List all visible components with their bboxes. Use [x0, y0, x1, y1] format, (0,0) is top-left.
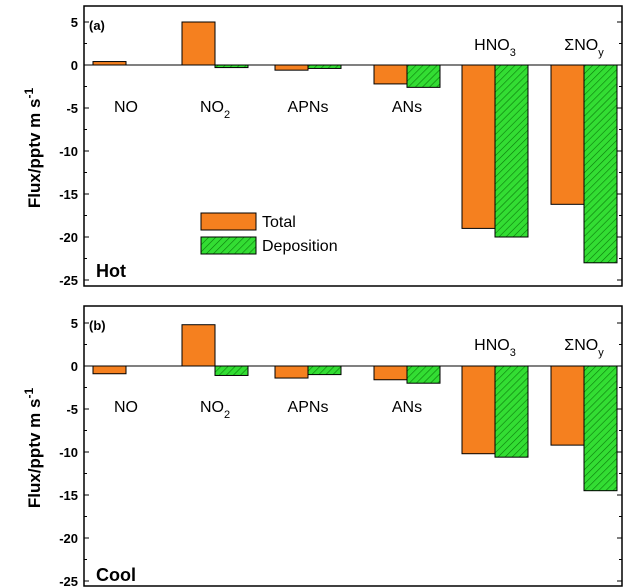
panel-b-bar-deposition-apns [307, 365, 342, 376]
category-label-ans: ANs [392, 399, 422, 416]
panel-b-bar-total-no2 [181, 324, 216, 367]
panel-a-bar-total-hno3 [461, 64, 496, 229]
panel-b-y-tick-label: -5 [66, 402, 78, 417]
legend: Total Deposition [200, 212, 338, 255]
panel-b-plot-frame [83, 305, 623, 587]
panel-a-ticks: 5 0 -5 -10 -15 -20 -25 [59, 15, 622, 288]
panel-a-bar-total-no2 [181, 21, 216, 66]
category-label-no2: NO2 [200, 399, 230, 421]
category-label-ans: ANs [392, 99, 422, 116]
panel-b-y-axis-label: Flux/pptv m s-1 [22, 388, 44, 509]
panel-a-bar-deposition-sum-noy [583, 64, 618, 264]
legend-label-deposition: Deposition [262, 238, 338, 255]
panel-b-bar-total-apns [274, 365, 309, 379]
panel-a-bar-total-sum-noy [550, 64, 585, 205]
legend-swatch-total [200, 212, 257, 231]
panel-a-plot-frame [83, 5, 623, 287]
panel-b-y-tick-label: -25 [59, 574, 78, 587]
category-label-apns: APNs [288, 399, 329, 416]
panel-b-ticks: 5 0 -5 -10 -15 -20 -25 [59, 316, 622, 587]
panel-a-y-tick-label: 0 [71, 58, 78, 73]
category-label-sum-noy: ΣNOy [564, 37, 604, 59]
panel-a-y-tick-label: -10 [59, 144, 78, 159]
panel-a-bar-deposition-ans [406, 64, 441, 88]
panel-a-bar-total-ans [373, 64, 408, 85]
panel-b-bar-total-sum-noy [550, 365, 585, 446]
panel-b-label: (b) [89, 318, 106, 333]
panel-b-bar-total-ans [373, 365, 408, 381]
category-label-apns: APNs [288, 99, 329, 116]
category-label-no: NO [114, 99, 138, 116]
panel-b-category-labels: NO NO2 APNs ANs HNO3 ΣNOy [114, 337, 604, 421]
panel-a-bars [92, 21, 618, 264]
panel-b-bar-deposition-no2 [214, 365, 249, 376]
panel-a-label: (a) [89, 18, 105, 33]
panel-a-y-tick-label: 5 [71, 15, 78, 30]
panel-b-condition-label: Cool [96, 565, 136, 585]
panel-b-bar-deposition-hno3 [494, 365, 529, 458]
panel-b-y-tick-label: -10 [59, 445, 78, 460]
panel-a-y-tick-label: -5 [66, 101, 78, 116]
panel-b-y-tick-label: -20 [59, 531, 78, 546]
panel-b-bar-total-no [92, 365, 127, 375]
panel-b-bar-deposition-sum-noy [583, 365, 618, 492]
panel-a-bar-total-apns [274, 64, 309, 71]
panel-b-bar-total-hno3 [461, 365, 496, 455]
legend-swatch-deposition [200, 236, 257, 255]
panel-a-bar-deposition-hno3 [494, 64, 529, 238]
category-label-no2: NO2 [200, 99, 230, 121]
panel-b-bars [92, 324, 618, 492]
panel-a-bar-deposition-apns [307, 64, 342, 69]
panel-b-y-tick-label: 5 [71, 316, 78, 331]
panel-a-y-axis-label: Flux/pptv m s-1 [22, 88, 44, 209]
panel-a-y-tick-label: -25 [59, 273, 78, 288]
category-label-sum-noy: ΣNOy [564, 337, 604, 359]
category-label-no: NO [114, 399, 138, 416]
panel-a-condition-label: Hot [96, 261, 126, 281]
category-label-hno3: HNO3 [474, 337, 516, 359]
panel-a-y-tick-label: -20 [59, 230, 78, 245]
panel-a-bar-total-no [92, 61, 127, 66]
panel-b-chart: 5 0 -5 -10 -15 -20 -25 NO NO2 APNs ANs HNO3 ΣN… [22, 305, 623, 587]
panel-b-y-tick-label: 0 [71, 359, 78, 374]
legend-label-total: Total [262, 214, 296, 231]
panel-a-y-tick-label: -15 [59, 187, 78, 202]
panel-b-bar-deposition-ans [406, 365, 441, 384]
panel-a-chart: 5 0 -5 -10 -15 -20 -25 NO NO2 APNs ANs HNO3 ΣN… [22, 5, 623, 288]
category-label-hno3: HNO3 [474, 37, 516, 59]
panel-b-y-tick-label: -15 [59, 488, 78, 503]
panel-a-category-labels: NO NO2 APNs ANs HNO3 ΣNOy [114, 37, 604, 121]
